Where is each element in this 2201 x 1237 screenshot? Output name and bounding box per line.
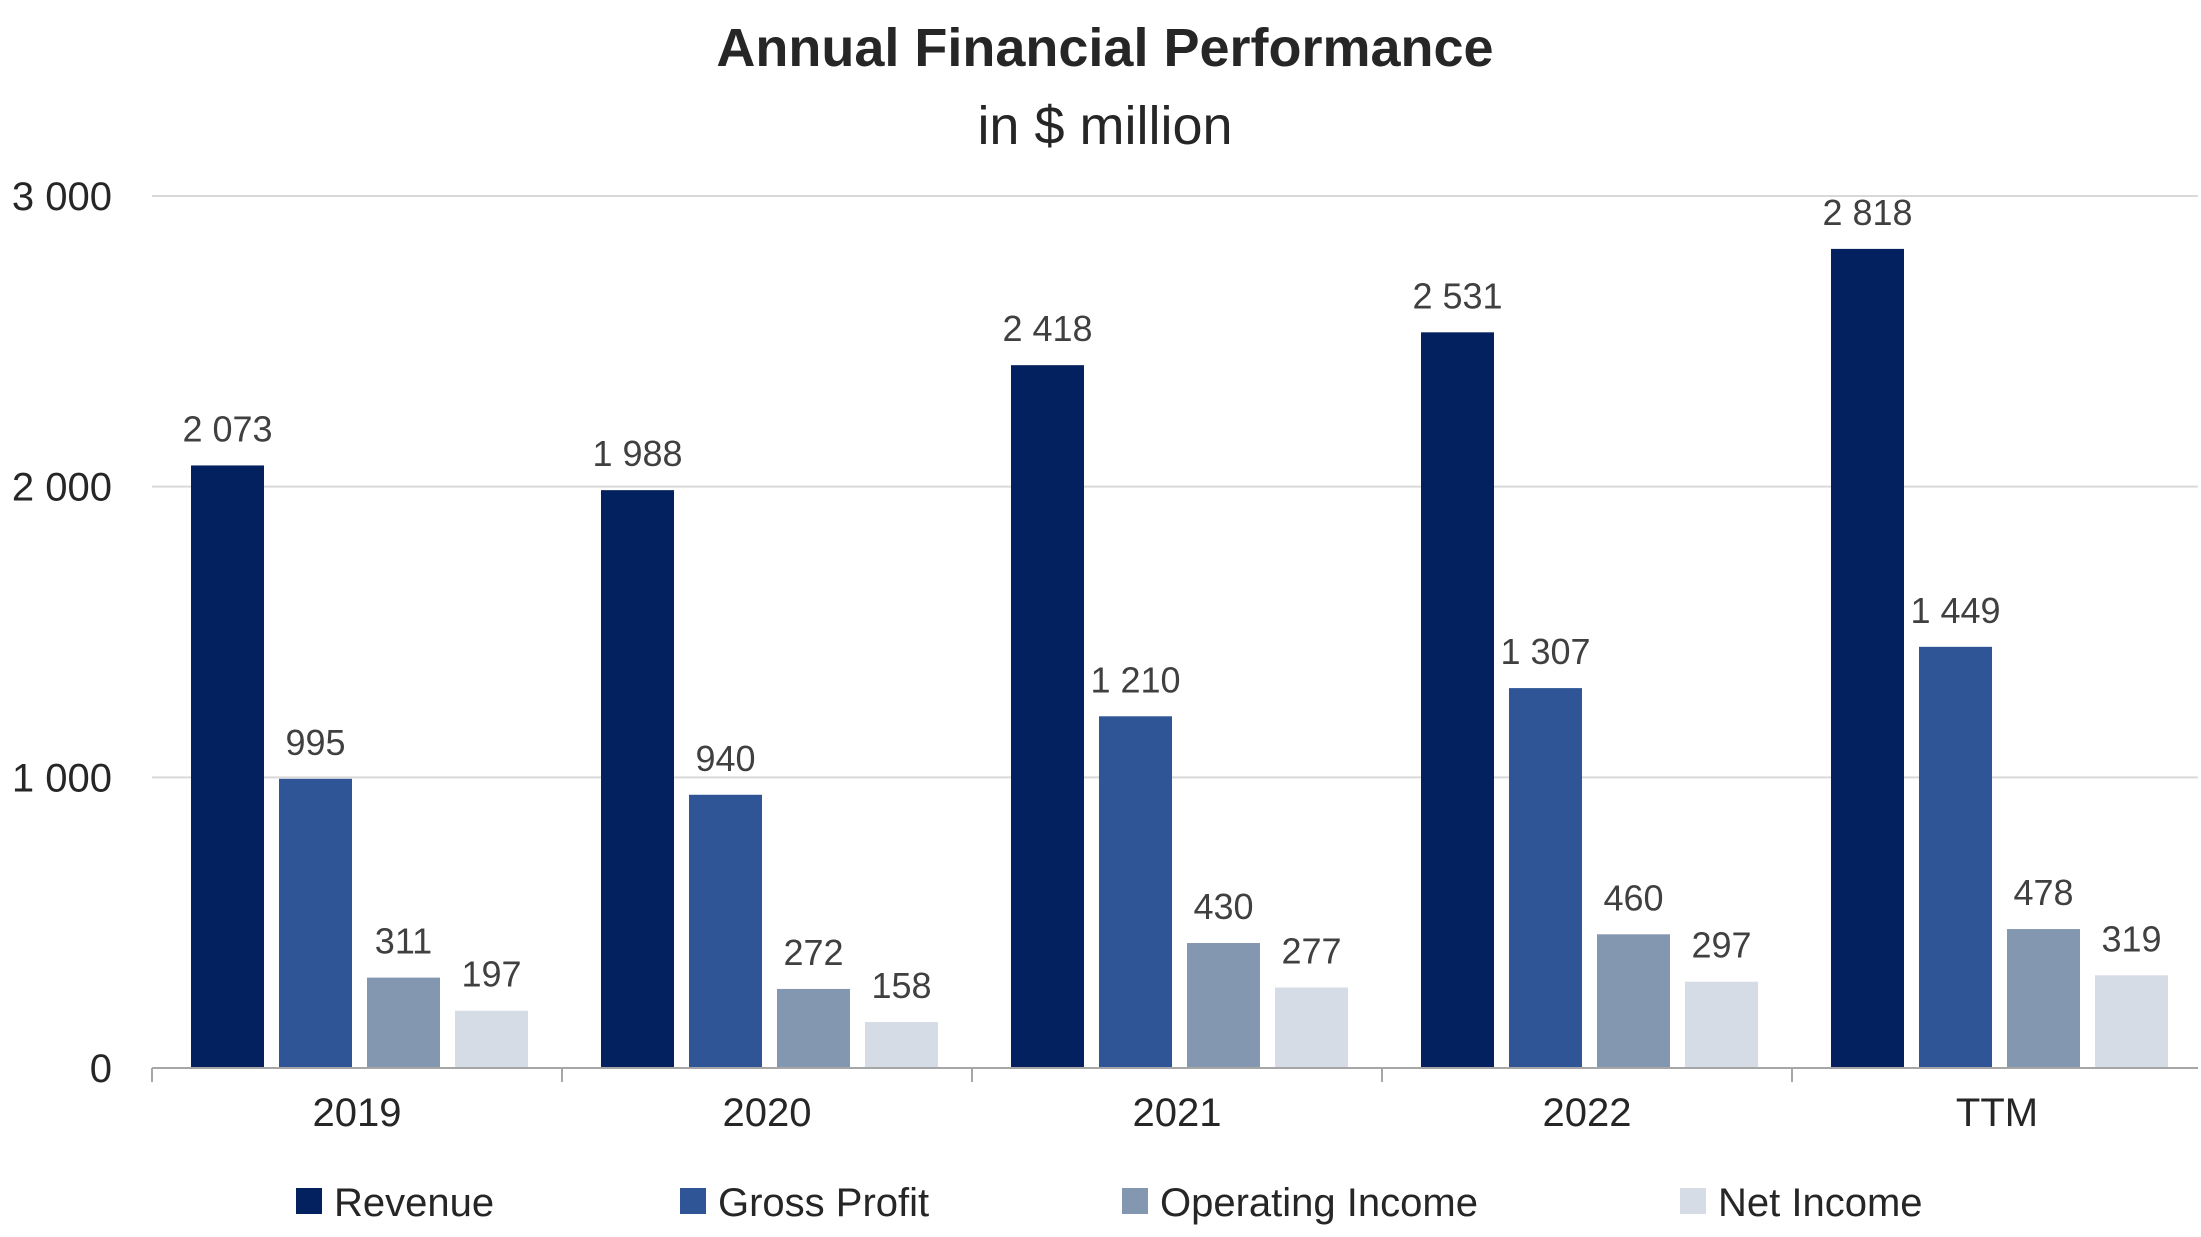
bar	[689, 794, 762, 1068]
data-label: 1 307	[1500, 631, 1590, 672]
data-label: 940	[695, 738, 755, 779]
data-label: 2 531	[1412, 275, 1502, 316]
x-tick-label: 2020	[723, 1091, 812, 1135]
x-axis: 2019 2020 2021 2022 TTM	[151, 1067, 2198, 1135]
data-label: 460	[1603, 877, 1663, 918]
data-label: 430	[1193, 886, 1253, 927]
bar	[2007, 929, 2080, 1068]
bar	[1011, 365, 1084, 1069]
data-label: 197	[461, 954, 521, 995]
data-label: 272	[783, 932, 843, 973]
data-label: 1 210	[1090, 659, 1180, 700]
bar	[1597, 934, 1670, 1068]
legend-label: Gross Profit	[718, 1181, 929, 1225]
data-label: 319	[2101, 918, 2161, 959]
data-label: 1 988	[592, 433, 682, 474]
bar	[455, 1010, 528, 1068]
bar	[2095, 975, 2168, 1068]
bar	[601, 490, 674, 1068]
y-tick-label: 0	[90, 1047, 112, 1091]
bars	[191, 248, 2168, 1069]
bar	[865, 1022, 938, 1068]
gridlines: 0 1 000 2 000 3 000	[12, 175, 2198, 1091]
bar	[1099, 716, 1172, 1068]
data-labels: 2 073 995 311 197 1 988 940 272 158 2 418 1 210 43…	[182, 192, 2161, 1006]
data-label: 277	[1281, 930, 1341, 971]
bar	[1919, 646, 1992, 1068]
bar	[1685, 981, 1758, 1068]
y-tick-label: 1 000	[12, 756, 112, 800]
legend-swatch	[680, 1188, 706, 1214]
legend-swatch	[1680, 1188, 1706, 1214]
legend-label: Net Income	[1718, 1181, 1923, 1225]
bar	[367, 977, 440, 1068]
data-label: 2 418	[1002, 308, 1092, 349]
legend-swatch	[1122, 1188, 1148, 1214]
chart-title: Annual Financial Performance	[716, 18, 1493, 78]
legend-swatch	[296, 1188, 322, 1214]
legend: Revenue Gross Profit Operating Income Net I…	[296, 1181, 1923, 1225]
y-tick-label: 2 000	[12, 466, 112, 510]
data-label: 1 449	[1910, 590, 2000, 631]
bar	[1275, 987, 1348, 1068]
data-label: 311	[375, 921, 432, 962]
y-tick-label: 3 000	[12, 175, 112, 219]
data-label: 478	[2013, 872, 2073, 913]
bar	[279, 778, 352, 1068]
data-label: 2 818	[1822, 192, 1912, 233]
x-tick-label: 2021	[1133, 1091, 1222, 1135]
bar	[1509, 688, 1582, 1068]
bar	[1831, 248, 1904, 1068]
data-label: 158	[871, 965, 931, 1006]
bar	[1187, 943, 1260, 1068]
chart-subtitle: in $ million	[977, 96, 1232, 156]
legend-label: Revenue	[334, 1181, 494, 1225]
bar	[191, 465, 264, 1068]
data-label: 297	[1691, 925, 1751, 966]
x-tick-label: TTM	[1956, 1091, 2038, 1135]
x-tick-label: 2022	[1543, 1091, 1632, 1135]
bar	[777, 988, 850, 1068]
x-tick-label: 2019	[313, 1091, 402, 1135]
legend-label: Operating Income	[1160, 1181, 1478, 1225]
data-label: 995	[285, 722, 345, 763]
data-label: 2 073	[182, 408, 272, 449]
bar	[1421, 332, 1494, 1069]
